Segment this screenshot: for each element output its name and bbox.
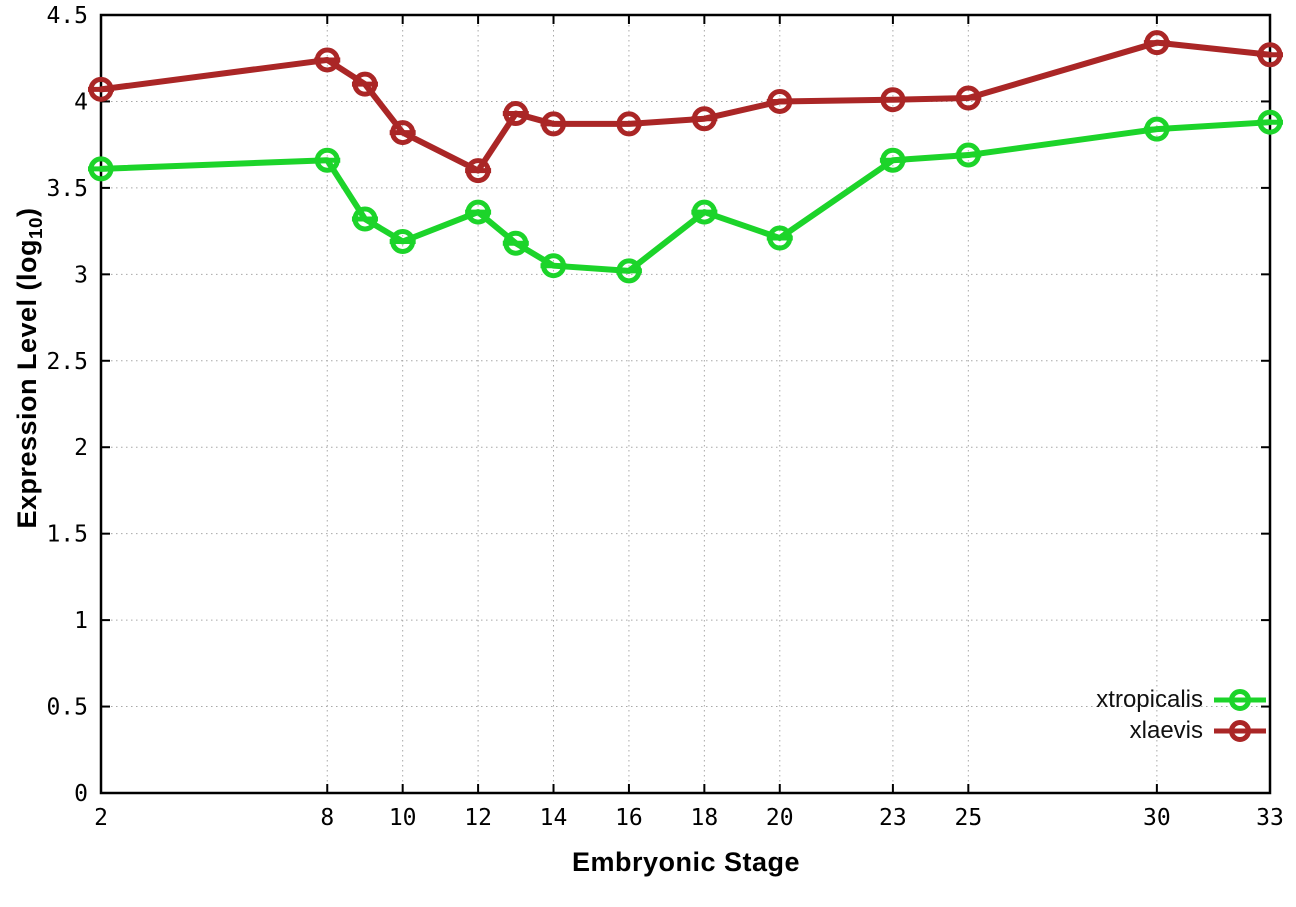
data-point-xlaevis-stage-9 bbox=[352, 71, 378, 97]
data-point-xlaevis-stage-8 bbox=[314, 47, 340, 73]
data-point-xlaevis-stage-20 bbox=[767, 88, 793, 114]
data-point-xtropicalis-stage-10 bbox=[390, 228, 416, 254]
data-point-xlaevis-stage-16 bbox=[616, 111, 642, 137]
data-point-xtropicalis-stage-18 bbox=[691, 199, 717, 225]
data-point-xlaevis-stage-12 bbox=[465, 158, 491, 184]
data-point-xtropicalis-stage-16 bbox=[616, 258, 642, 284]
plot-border bbox=[99, 13, 1272, 795]
x-tick-label: 33 bbox=[1256, 805, 1284, 831]
legend-marker-xtropicalis bbox=[1214, 687, 1266, 713]
series-line-xlaevis bbox=[98, 39, 1273, 174]
y-tick-label: 0 bbox=[74, 781, 88, 807]
x-axis-title: Embryonic Stage bbox=[571, 847, 801, 877]
x-tick-label: 23 bbox=[879, 805, 907, 831]
data-point-xlaevis-stage-23 bbox=[880, 87, 906, 113]
x-tick-label: 8 bbox=[320, 805, 334, 831]
data-point-xtropicalis-stage-14 bbox=[541, 253, 567, 279]
data-point-xtropicalis-stage-30 bbox=[1144, 116, 1170, 142]
series-line-xtropicalis bbox=[98, 119, 1273, 274]
data-point-xtropicalis-stage-33 bbox=[1257, 109, 1283, 135]
y-tick-label: 3.5 bbox=[46, 176, 88, 202]
y-tick-label: 4.5 bbox=[46, 3, 88, 29]
x-tick-label: 16 bbox=[615, 805, 643, 831]
data-point-xtropicalis-stage-20 bbox=[767, 225, 793, 251]
data-point-xtropicalis-stage-23 bbox=[880, 147, 906, 173]
data-point-xlaevis-stage-33 bbox=[1257, 42, 1283, 68]
y-tick-label: 4 bbox=[74, 89, 88, 115]
x-tick-label: 10 bbox=[389, 805, 417, 831]
data-point-xtropicalis-stage-2 bbox=[88, 156, 114, 182]
data-point-xtropicalis-stage-9 bbox=[352, 206, 378, 232]
y-tick-label: 3 bbox=[74, 262, 88, 288]
x-tick-label: 12 bbox=[464, 805, 492, 831]
x-tick-label: 14 bbox=[540, 805, 568, 831]
y-axis-title-subscript: 10 bbox=[26, 216, 47, 239]
y-tick-label: 2 bbox=[74, 435, 88, 461]
x-tick-label: 18 bbox=[691, 805, 719, 831]
y-axis-title-close-paren: ) bbox=[12, 207, 42, 217]
legend-circle-marker-icon bbox=[1229, 688, 1251, 711]
data-point-xlaevis-stage-25 bbox=[955, 85, 981, 111]
legend-label-xlaevis: xlaevis bbox=[1129, 716, 1203, 744]
data-point-xtropicalis-stage-13 bbox=[503, 230, 529, 256]
data-point-xlaevis-stage-10 bbox=[390, 120, 416, 146]
y-axis-title: Expression Level (log10) bbox=[12, 207, 48, 528]
data-point-xtropicalis-stage-25 bbox=[955, 142, 981, 168]
y-axis-title-text: Expression Level (log bbox=[12, 238, 42, 529]
legend-label-xtropicalis: xtropicalis bbox=[1096, 685, 1203, 713]
legend-marker-xlaevis bbox=[1214, 718, 1266, 744]
data-point-xlaevis-stage-18 bbox=[691, 106, 717, 132]
data-point-xlaevis-stage-13 bbox=[503, 101, 529, 127]
y-tick-label: 1 bbox=[74, 608, 88, 634]
y-tick-label: 0.5 bbox=[46, 695, 88, 721]
legend-circle-marker-icon bbox=[1229, 719, 1251, 742]
data-point-xtropicalis-stage-12 bbox=[465, 199, 491, 225]
legend: xtropicalis xlaevis bbox=[1096, 684, 1266, 746]
data-point-xtropicalis-stage-8 bbox=[314, 147, 340, 173]
legend-item-xlaevis: xlaevis bbox=[1130, 715, 1266, 746]
legend-item-xtropicalis: xtropicalis bbox=[1096, 684, 1266, 715]
x-tick-label: 20 bbox=[766, 805, 794, 831]
data-point-xlaevis-stage-30 bbox=[1144, 30, 1170, 56]
x-tick-label: 2 bbox=[94, 805, 108, 831]
data-point-xlaevis-stage-2 bbox=[88, 76, 114, 102]
y-tick-label: 1.5 bbox=[46, 522, 88, 548]
y-tick-label: 2.5 bbox=[46, 349, 88, 375]
data-point-xlaevis-stage-14 bbox=[541, 111, 567, 137]
x-tick-label: 25 bbox=[954, 805, 982, 831]
x-tick-label: 30 bbox=[1143, 805, 1171, 831]
